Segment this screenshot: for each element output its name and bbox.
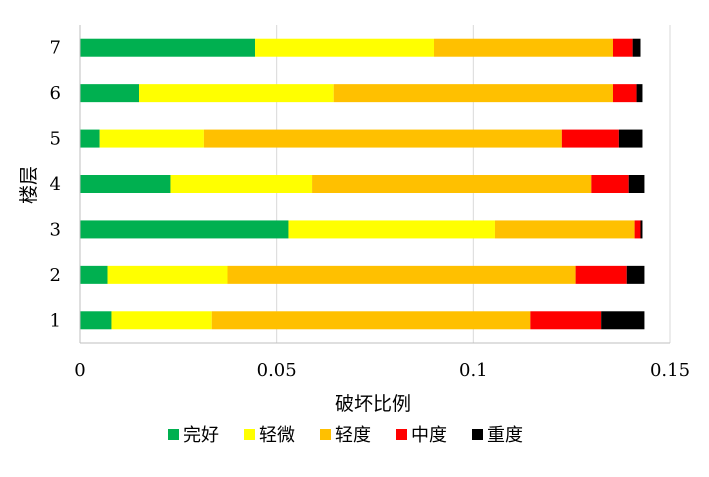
legend-swatch [472,429,483,440]
bar-segment [601,311,645,330]
bar-segment [80,220,289,239]
x-axis-label: 破坏比例 [335,393,411,415]
legend-swatch [396,429,407,440]
x-tick-label: 0 [74,360,85,381]
bar-segment [80,38,256,57]
bar-segment [628,175,645,193]
y-tick-label: 3 [50,219,61,240]
bar-segment [107,265,228,284]
bar-segment [227,265,576,284]
bar-segment [333,84,613,103]
legend-label: 轻微 [259,425,295,446]
bar-segment [80,129,100,148]
bar-segment [561,129,619,148]
legend-label: 完好 [183,425,219,446]
bars-group [80,38,645,330]
bar-segment [640,220,643,239]
bar-segment [494,220,635,239]
bar-segment [591,175,629,193]
bar-segment [80,265,108,284]
legend-label: 轻度 [335,425,371,446]
bar-segment [434,38,613,57]
bar-segment [211,311,531,330]
y-axis-label: 楼层 [18,166,40,204]
x-tick-label: 0.05 [257,360,297,381]
bar-segment [634,220,641,239]
bar-segment [170,175,313,193]
bar-segment [626,265,645,284]
y-tick-label: 2 [50,265,61,286]
y-tick-label: 6 [50,83,61,104]
bar-segment [139,84,334,103]
bar-segment [636,84,643,103]
y-tick-label: 1 [50,310,61,331]
y-tick-label: 7 [50,38,61,59]
bar-segment [80,84,139,103]
x-tick-labels: 0 0.05 0.1 0.15 [74,360,690,381]
legend-label: 中度 [411,425,447,446]
bar-segment [99,129,204,148]
bar-segment [530,311,602,330]
bar-segment [203,129,562,148]
axes-group [79,25,670,344]
legend: 完好 轻微 轻度 中度 重度 [168,425,523,446]
legend-swatch [320,429,331,440]
bar-segment [288,220,495,239]
legend-label: 重度 [487,425,523,446]
bar-segment [80,311,112,330]
legend-swatch [244,429,255,440]
bar-segment [612,38,633,57]
bar-segment [111,311,212,330]
y-tick-label: 4 [50,174,61,195]
bar-segment [632,38,641,57]
x-tick-label: 0.1 [459,360,488,381]
y-tick-labels: 1 2 3 4 5 6 7 [50,38,61,332]
bar-segment [575,265,627,284]
y-tick-label: 5 [50,129,61,150]
bar-segment [312,175,592,193]
x-tick-label: 0.15 [650,360,690,381]
bar-segment [80,175,171,193]
bar-segment [618,129,643,148]
legend-swatch [168,429,179,440]
bar-segment [255,38,434,57]
bar-segment [612,84,637,103]
